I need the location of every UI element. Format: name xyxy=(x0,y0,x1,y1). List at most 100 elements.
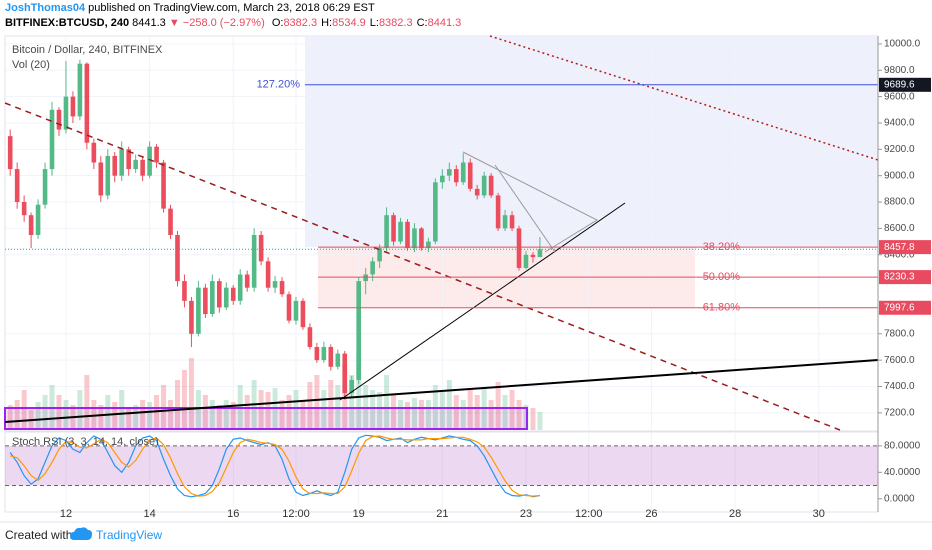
y-tick-label: 10000.0 xyxy=(884,39,921,50)
volume-bar xyxy=(314,375,320,430)
author[interactable]: JoshThomas04 xyxy=(5,2,86,14)
volume-bar xyxy=(63,400,69,430)
candle-body xyxy=(98,162,104,196)
y-tick-label: 40.0000 xyxy=(884,467,921,478)
volume-bar xyxy=(202,395,208,430)
candle-body xyxy=(314,346,320,361)
candle-body xyxy=(335,353,341,367)
ohlc-value: 8382.3 xyxy=(283,17,318,29)
x-tick-label: 12:00 xyxy=(282,508,310,520)
candle-body xyxy=(300,300,306,328)
y-tick-label: 7200.0 xyxy=(884,408,915,419)
fib-label: 61.80% xyxy=(703,302,741,314)
candle-body xyxy=(217,281,222,308)
candle-body xyxy=(370,261,375,275)
price-tag-label: 7997.6 xyxy=(884,302,915,313)
volume-bar xyxy=(126,408,132,430)
volume-bar xyxy=(307,382,313,430)
candle-body xyxy=(196,287,201,334)
candle-body xyxy=(203,287,208,315)
volume-bar xyxy=(258,390,264,430)
volume-box xyxy=(4,407,528,430)
triangle xyxy=(462,151,599,253)
volume-bar xyxy=(411,398,417,430)
fib-label: 38.20% xyxy=(703,241,741,253)
candle-body xyxy=(251,234,257,288)
volume-bar xyxy=(530,408,536,430)
candle-body xyxy=(481,175,487,196)
candle-body xyxy=(530,254,536,258)
candle-body xyxy=(405,221,410,249)
ohlc-label: H: xyxy=(321,17,333,29)
candle-body xyxy=(321,346,327,361)
candle-body xyxy=(77,63,83,117)
author-line: JoshThomas04 published on TradingView.co… xyxy=(5,2,375,14)
volume-bar xyxy=(377,392,383,430)
volume-bar xyxy=(495,382,501,430)
price-change: ▼ −258.0 (−2.97%) xyxy=(168,17,265,29)
candle-body xyxy=(398,221,403,242)
candle-body xyxy=(384,215,389,249)
candle-body xyxy=(488,175,494,196)
volume-bar xyxy=(286,395,292,430)
volume-bar xyxy=(279,400,285,430)
ohlc-label: C: xyxy=(416,17,428,29)
brand-logo xyxy=(70,527,92,540)
volume-bar xyxy=(356,350,362,430)
x-tick-label: 12 xyxy=(60,508,72,520)
stoch-k-line xyxy=(9,434,541,498)
volume-bar xyxy=(349,375,355,430)
stoch-label: Stoch RSI (3, 3, 14, 14, close) xyxy=(12,436,159,448)
volume-bar xyxy=(418,400,424,430)
volume-bar xyxy=(133,405,139,430)
candle-body xyxy=(279,281,285,295)
candle-body xyxy=(126,149,131,170)
x-tick-label: 21 xyxy=(436,508,448,520)
volume-bar xyxy=(168,400,174,430)
y-tick-label: 7800.0 xyxy=(884,328,915,339)
volume-bar xyxy=(119,390,125,430)
x-tick-label: 23 xyxy=(520,508,532,520)
price-tag-label: 8457.8 xyxy=(884,242,915,253)
candle-body xyxy=(426,241,431,249)
volume-bar xyxy=(446,380,452,430)
ohlc-label: L: xyxy=(369,17,379,29)
candle-body xyxy=(447,169,452,176)
candle-body xyxy=(49,109,55,170)
candle-body xyxy=(258,234,264,262)
y-tick-label: 9800.0 xyxy=(884,65,915,76)
volume-bar xyxy=(77,390,83,430)
candle-body xyxy=(21,202,27,216)
volume-bar xyxy=(300,400,306,430)
fib-label: 50.00% xyxy=(703,271,741,283)
candle-body xyxy=(42,169,48,205)
footer-text: Created with xyxy=(5,528,72,542)
ohlc-value: 8382.3 xyxy=(378,17,413,29)
volume-bar xyxy=(216,405,222,430)
candle-body xyxy=(467,162,473,189)
price-tag-label: 8230.3 xyxy=(884,272,915,283)
candle-body xyxy=(63,96,69,130)
volume-bar xyxy=(502,395,508,430)
candle-body xyxy=(293,300,299,321)
candle-body xyxy=(105,155,111,196)
volume-bar xyxy=(147,402,153,430)
brand[interactable]: TradingView xyxy=(96,528,162,542)
trendline xyxy=(339,202,626,401)
y-tick-label: 0.0000 xyxy=(884,493,915,504)
y-tick-label: 9200.0 xyxy=(884,144,915,155)
trendline xyxy=(4,359,879,423)
candle-body xyxy=(433,182,438,242)
stoch-band xyxy=(5,445,878,486)
volume-bar xyxy=(223,400,229,430)
volume-bar xyxy=(384,375,390,430)
y-tick-label: 7600.0 xyxy=(884,355,915,366)
volume-bar xyxy=(537,412,543,430)
y-tick-label: 9400.0 xyxy=(884,118,915,129)
volume-bar xyxy=(98,405,104,430)
volume-bar xyxy=(14,400,20,430)
volume-bar xyxy=(195,390,201,430)
ohlc-label: O: xyxy=(271,17,284,29)
